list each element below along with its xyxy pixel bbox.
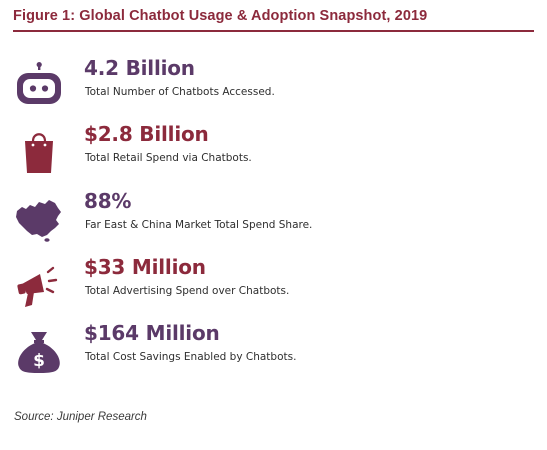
stat-retail-spend: $2.8 Billion Total Retail Spend via Chat… xyxy=(0,122,547,184)
svg-text:$: $ xyxy=(33,351,45,371)
chatbot-robot-icon xyxy=(14,62,64,112)
money-bag-icon: $ xyxy=(14,327,64,377)
stat-description: Total Number of Chatbots Accessed. xyxy=(85,86,275,98)
stat-value: $33 Million xyxy=(84,255,206,279)
figure-title: Figure 1: Global Chatbot Usage & Adoptio… xyxy=(13,8,428,24)
stat-cost-savings: $ $164 Million Total Cost Savings Enable… xyxy=(0,321,547,383)
stat-description: Total Advertising Spend over Chatbots. xyxy=(85,285,290,297)
stat-description: Total Cost Savings Enabled by Chatbots. xyxy=(85,351,297,363)
source-note: Source: Juniper Research xyxy=(14,411,147,423)
stat-description: Total Retail Spend via Chatbots. xyxy=(85,152,252,164)
stat-advertising-spend: $33 Million Total Advertising Spend over… xyxy=(0,255,547,317)
megaphone-icon xyxy=(14,261,64,311)
china-map-icon xyxy=(14,195,64,245)
stat-value: $2.8 Billion xyxy=(84,122,209,146)
stat-value: $164 Million xyxy=(84,321,220,345)
stat-china-share: 88% Far East & China Market Total Spend … xyxy=(0,189,547,251)
title-divider xyxy=(13,30,534,32)
stat-value: 88% xyxy=(84,189,132,213)
stat-value: 4.2 Billion xyxy=(84,56,195,80)
stat-description: Far East & China Market Total Spend Shar… xyxy=(85,219,313,231)
stat-chatbots-accessed: 4.2 Billion Total Number of Chatbots Acc… xyxy=(0,56,547,118)
shopping-bag-icon xyxy=(14,128,64,178)
